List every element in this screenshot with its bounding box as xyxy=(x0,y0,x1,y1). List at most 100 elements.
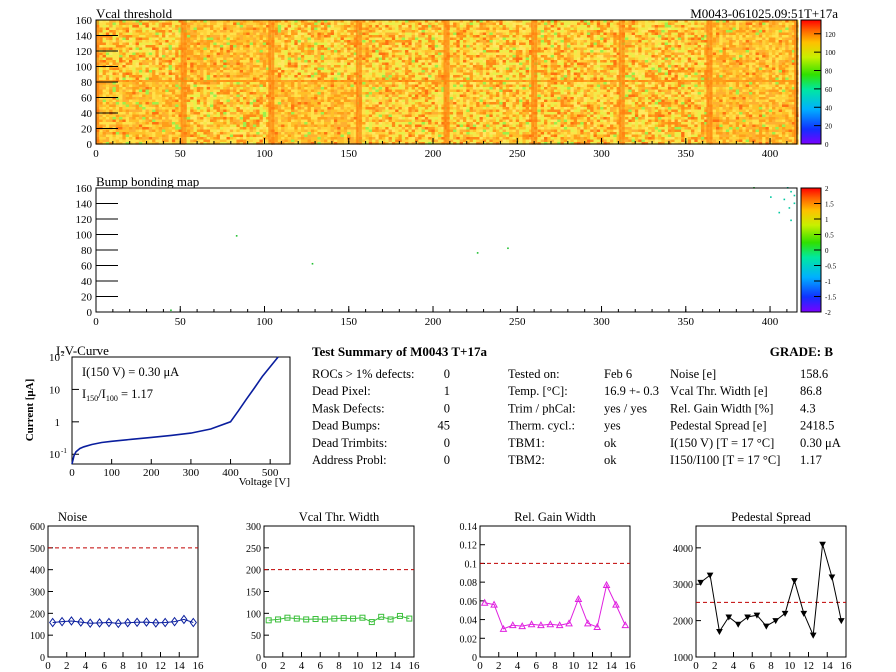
pixel-cell xyxy=(330,42,335,46)
pixel-cell xyxy=(560,52,565,56)
pixel-cell xyxy=(502,22,507,26)
pixel-cell xyxy=(567,42,571,46)
pixel-cell xyxy=(287,32,292,36)
pixel-cell xyxy=(537,47,541,51)
pixel-cell xyxy=(327,37,331,41)
pixel-cell xyxy=(739,32,743,36)
pixel-cell xyxy=(694,35,698,38)
pixel-cell xyxy=(219,45,224,48)
pixel-cell xyxy=(479,25,483,28)
pixel-cell xyxy=(489,62,493,66)
pixel-cell xyxy=(496,32,500,36)
pixel-cell xyxy=(644,57,649,61)
pixel-cell xyxy=(213,40,217,43)
pixel-cell xyxy=(509,25,513,28)
pixel-cell xyxy=(515,27,520,31)
pixel-cell xyxy=(158,37,163,41)
pixel-cell xyxy=(529,77,533,81)
pixel-cell xyxy=(307,65,312,68)
pixel-cell xyxy=(515,42,520,46)
pixel-cell xyxy=(105,60,110,63)
pixel-cell xyxy=(256,77,260,81)
pixel-cell xyxy=(697,65,702,68)
pixel-cell xyxy=(463,25,467,28)
pixel-cell xyxy=(791,40,796,43)
pixel-cell xyxy=(431,35,435,38)
pixel-cell xyxy=(395,30,399,33)
pixel-cell xyxy=(509,45,513,48)
pixel-cell xyxy=(469,25,474,28)
pixel-cell xyxy=(586,75,591,78)
pixel-cell xyxy=(391,67,396,71)
pixel-cell xyxy=(634,37,639,41)
pixel-cell xyxy=(168,75,173,78)
pixel-cell xyxy=(294,52,298,56)
pixel-cell xyxy=(499,35,503,38)
pixel-cell xyxy=(178,27,182,31)
pixel-cell xyxy=(540,52,545,56)
pixel-cell xyxy=(155,20,159,23)
pixel-cell xyxy=(459,60,464,63)
pixel-cell xyxy=(213,30,217,33)
pixel-cell xyxy=(132,37,136,41)
pixel-cell xyxy=(522,40,526,43)
pixel-cell xyxy=(691,75,695,78)
pixel-cell xyxy=(138,72,143,76)
pixel-cell xyxy=(287,62,292,66)
pixel-cell xyxy=(196,35,201,38)
pixel-cell xyxy=(772,35,776,38)
pixel-cell xyxy=(752,22,756,26)
pixel-cell xyxy=(641,62,646,66)
pixel-cell xyxy=(233,65,237,68)
pixel-cell xyxy=(596,70,601,73)
pixel-cell xyxy=(603,30,607,33)
pixel-cell xyxy=(671,62,675,66)
pixel-cell xyxy=(333,47,338,51)
pixel-cell xyxy=(178,70,182,73)
pixel-cell xyxy=(317,30,321,33)
pixel-cell xyxy=(246,37,250,41)
pixel-cell xyxy=(431,65,435,68)
pixel-cell xyxy=(781,35,786,38)
pixel-cell xyxy=(375,72,379,76)
pixel-cell xyxy=(385,35,389,38)
pixel-cell xyxy=(294,40,298,43)
pixel-cell xyxy=(307,75,312,78)
pixel-cell xyxy=(401,77,406,81)
pixel-cell xyxy=(115,40,120,43)
pixel-cell xyxy=(580,75,584,78)
pixel-cell xyxy=(119,32,123,36)
pixel-cell xyxy=(687,70,692,73)
pixel-cell xyxy=(529,20,533,23)
pixel-cell xyxy=(190,65,194,68)
pixel-cell xyxy=(105,47,110,51)
pixel-cell xyxy=(372,52,376,56)
pixel-cell xyxy=(330,65,335,68)
pixel-cell xyxy=(441,55,445,58)
pixel-cell xyxy=(560,70,565,73)
pixel-cell xyxy=(664,60,669,63)
pixel-cell xyxy=(193,77,198,81)
pixel-cell xyxy=(687,57,692,61)
pixel-cell xyxy=(431,50,435,53)
pixel-cell xyxy=(613,32,617,36)
pixel-cell xyxy=(694,45,698,48)
pixel-cell xyxy=(610,22,614,26)
pixel-cell xyxy=(105,20,110,23)
pixel-cell xyxy=(158,35,163,38)
pixel-cell xyxy=(580,55,584,58)
pixel-cell xyxy=(226,77,231,81)
pixel-cell xyxy=(219,52,224,56)
pixel-cell xyxy=(449,60,454,63)
pixel-cell xyxy=(243,25,247,28)
pixel-cell xyxy=(456,45,460,48)
pixel-cell xyxy=(287,72,292,76)
pixel-cell xyxy=(502,45,507,48)
pixel-cell xyxy=(519,57,523,61)
pixel-cell xyxy=(456,77,460,81)
pixel-cell xyxy=(327,42,331,46)
pixel-cell xyxy=(266,60,270,63)
pixel-cell xyxy=(372,70,376,73)
pixel-cell xyxy=(307,72,312,76)
pixel-cell xyxy=(317,50,321,53)
